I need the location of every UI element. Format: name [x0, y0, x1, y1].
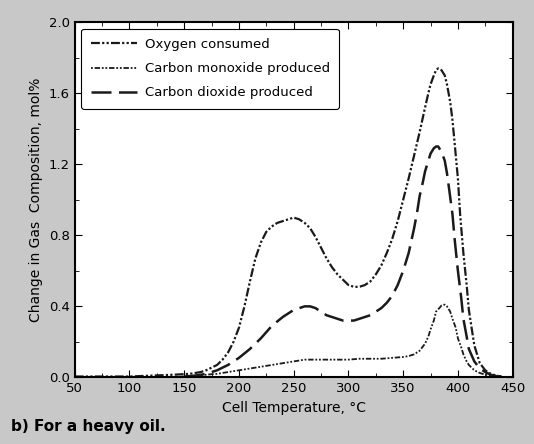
Line: Carbon monoxide produced: Carbon monoxide produced — [75, 305, 502, 377]
Oxygen consumed — [499, 374, 505, 379]
Oxygen consumed — [290, 215, 297, 220]
Carbon dioxide produced — [302, 304, 308, 309]
Line: Carbon dioxide produced: Carbon dioxide produced — [75, 147, 502, 377]
Carbon dioxide produced — [464, 334, 470, 339]
Carbon monoxide produced — [452, 325, 459, 330]
Carbon dioxide produced — [400, 268, 406, 274]
Oxygen consumed — [464, 282, 470, 288]
Carbon dioxide produced — [340, 318, 346, 323]
Carbon monoxide produced — [499, 374, 505, 380]
Oxygen consumed — [471, 343, 477, 348]
X-axis label: Cell Temperature, °C: Cell Temperature, °C — [222, 401, 366, 415]
Legend: Oxygen consumed, Carbon monoxide produced, Carbon dioxide produced: Oxygen consumed, Carbon monoxide produce… — [81, 29, 339, 109]
Carbon monoxide produced — [72, 375, 78, 380]
Carbon dioxide produced — [499, 374, 505, 380]
Carbon monoxide produced — [430, 318, 437, 323]
Line: Oxygen consumed: Oxygen consumed — [75, 68, 502, 377]
Carbon monoxide produced — [471, 368, 477, 373]
Carbon dioxide produced — [417, 194, 423, 199]
Carbon monoxide produced — [269, 362, 275, 368]
Oxygen consumed — [247, 279, 253, 284]
Oxygen consumed — [435, 66, 442, 71]
Carbon monoxide produced — [425, 334, 431, 339]
Carbon dioxide produced — [433, 144, 439, 149]
Carbon monoxide produced — [442, 302, 448, 307]
Carbon dioxide produced — [280, 314, 286, 320]
Carbon monoxide produced — [422, 341, 428, 346]
Text: b) For a heavy oil.: b) For a heavy oil. — [11, 419, 166, 434]
Carbon dioxide produced — [72, 375, 78, 380]
Oxygen consumed — [457, 211, 464, 217]
Y-axis label: Change in Gas  Composition, mol%: Change in Gas Composition, mol% — [29, 78, 43, 322]
Oxygen consumed — [356, 284, 363, 289]
Oxygen consumed — [72, 374, 78, 379]
